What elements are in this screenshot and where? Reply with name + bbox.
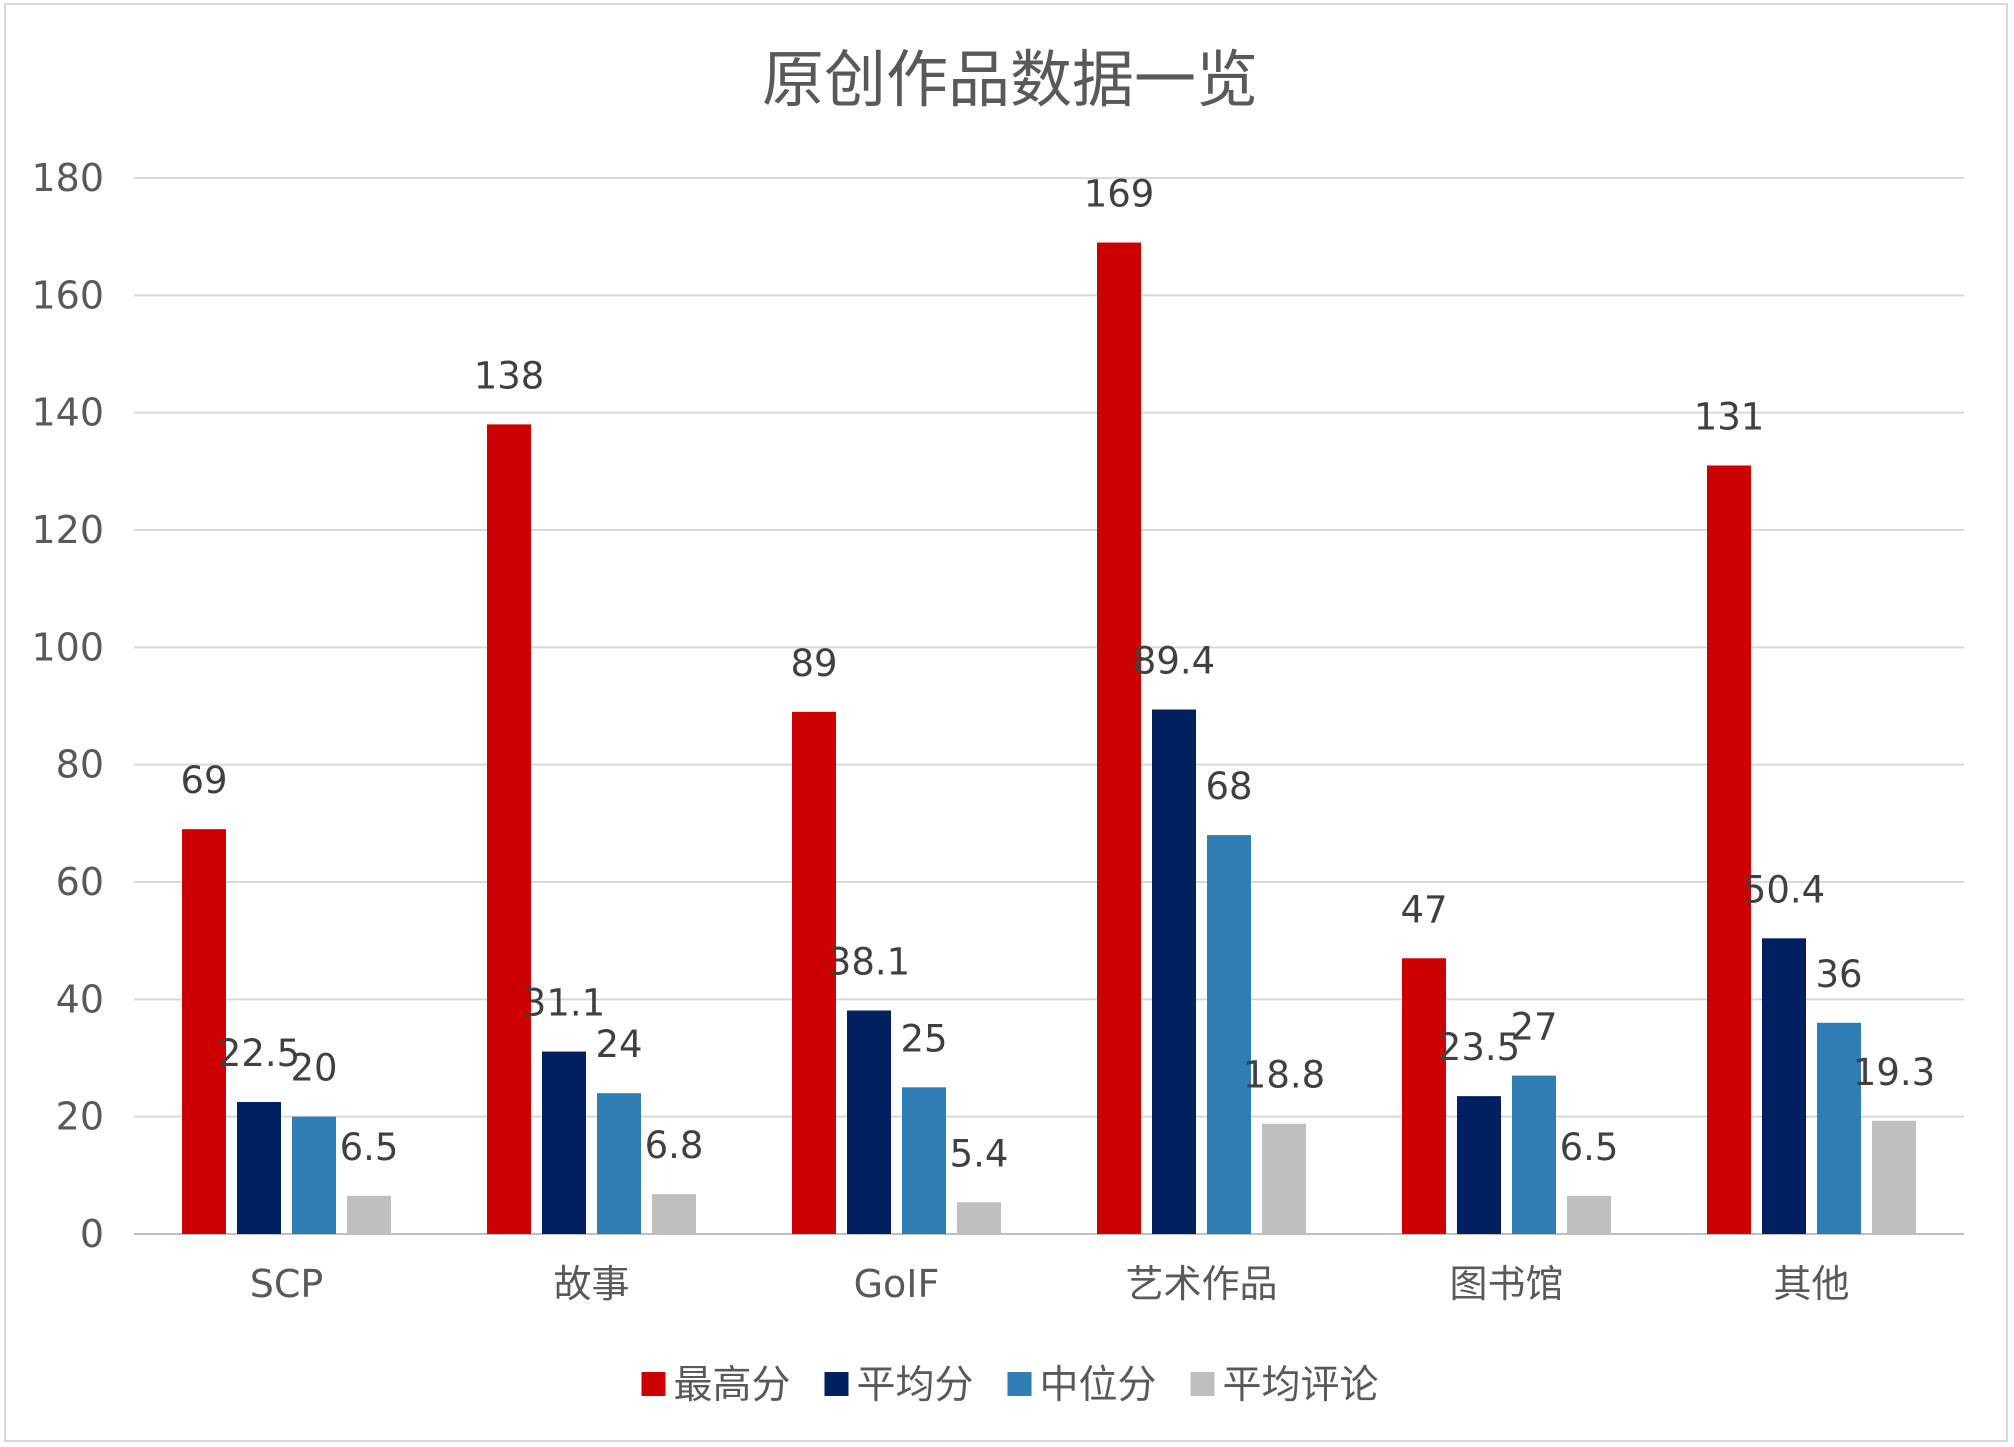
legend-swatch	[824, 1372, 849, 1396]
bar-chart: 原创作品数据一览 0 20 40 60 80 100 120 140 160 180 69 22.5…	[31, 43, 1964, 1408]
legend-item: 最高分	[641, 1363, 791, 1408]
legend-label: 平均评论	[1223, 1363, 1379, 1408]
bar	[1097, 242, 1141, 1235]
data-label: 89	[790, 642, 837, 685]
bar	[1402, 958, 1446, 1234]
data-label: 6.5	[1560, 1126, 1619, 1169]
bar	[957, 1202, 1001, 1234]
data-label: 47	[1400, 888, 1447, 931]
y-tick-label: 120	[31, 508, 104, 552]
x-category-label: 艺术作品	[1125, 1262, 1277, 1306]
legend-swatch	[1190, 1372, 1215, 1396]
y-tick-label: 140	[31, 391, 104, 435]
bar	[597, 1093, 641, 1234]
legend-item: 平均评论	[1190, 1363, 1379, 1408]
data-label: 169	[1084, 173, 1155, 216]
data-label: 31.1	[523, 982, 605, 1025]
legend-swatch	[1007, 1372, 1032, 1396]
data-label: 36	[1815, 953, 1862, 996]
data-label: 68	[1205, 765, 1252, 808]
data-label: 5.4	[950, 1132, 1009, 1175]
x-category-label: 图书馆	[1449, 1262, 1563, 1306]
data-label: 50.4	[1743, 868, 1825, 911]
data-label: 25	[900, 1017, 947, 1060]
y-tick-label: 160	[31, 273, 104, 317]
x-category-label: 其他	[1773, 1262, 1849, 1306]
data-label: 23.5	[1438, 1026, 1520, 1069]
bar	[292, 1116, 336, 1234]
bar	[237, 1102, 281, 1234]
bar	[1707, 465, 1751, 1234]
chart-title: 原创作品数据一览	[762, 43, 1258, 116]
bar	[1567, 1195, 1611, 1234]
bar	[1872, 1120, 1916, 1234]
legend-label: 平均分	[857, 1363, 974, 1408]
bar	[1512, 1075, 1556, 1234]
data-label: 20	[290, 1047, 337, 1090]
x-category-label: 故事	[553, 1262, 629, 1306]
x-category-label: SCP	[250, 1262, 324, 1306]
data-label: 6.8	[645, 1124, 704, 1167]
data-label: 6.5	[340, 1126, 399, 1169]
legend-label: 最高分	[674, 1363, 791, 1408]
y-tick-label: 0	[80, 1212, 104, 1256]
data-label: 89.4	[1133, 640, 1215, 683]
bar	[1762, 938, 1806, 1234]
y-tick-label: 80	[56, 743, 104, 787]
bar	[347, 1195, 391, 1234]
y-tick-label: 40	[56, 977, 104, 1021]
data-label: 131	[1694, 395, 1765, 438]
legend-item: 中位分	[1007, 1363, 1157, 1408]
data-label: 24	[595, 1023, 642, 1066]
x-axis-categories: SCP 故事 GoIF 艺术作品 图书馆 其他	[250, 1262, 1850, 1306]
bar	[1817, 1022, 1861, 1234]
data-label: 22.5	[218, 1032, 300, 1075]
bar	[542, 1051, 586, 1234]
y-tick-label: 60	[56, 860, 104, 904]
bar	[1262, 1123, 1306, 1234]
x-category-label: GoIF	[854, 1262, 940, 1306]
y-tick-label: 100	[31, 625, 104, 669]
data-label: 38.1	[828, 940, 910, 983]
y-tick-label: 20	[56, 1095, 104, 1139]
legend-label: 中位分	[1040, 1363, 1157, 1408]
bars	[182, 242, 1916, 1235]
bar	[1152, 709, 1196, 1234]
chart-frame: 原创作品数据一览 0 20 40 60 80 100 120 140 160 180 69 22.5…	[4, 3, 2008, 1442]
y-axis-ticks: 0 20 40 60 80 100 120 140 160 180	[31, 156, 104, 1256]
data-label: 69	[180, 759, 227, 802]
legend-swatch	[641, 1372, 666, 1396]
data-label: 19.3	[1853, 1051, 1935, 1094]
legend: 最高分 平均分 中位分 平均评论	[641, 1363, 1379, 1408]
bar	[487, 424, 531, 1234]
data-label: 27	[1510, 1006, 1557, 1049]
bar	[847, 1010, 891, 1234]
data-label: 138	[474, 354, 545, 397]
bar	[652, 1194, 696, 1234]
bar	[902, 1087, 946, 1234]
bar	[1207, 835, 1251, 1234]
bar	[792, 711, 836, 1234]
data-labels: 6922.5206.513831.1246.88938.1255.416989.…	[180, 173, 1935, 1176]
legend-item: 平均分	[824, 1363, 974, 1408]
gridlines	[134, 177, 1964, 1235]
y-tick-label: 180	[31, 156, 104, 200]
data-label: 18.8	[1243, 1054, 1325, 1097]
bar	[182, 829, 226, 1234]
bar	[1457, 1096, 1501, 1234]
